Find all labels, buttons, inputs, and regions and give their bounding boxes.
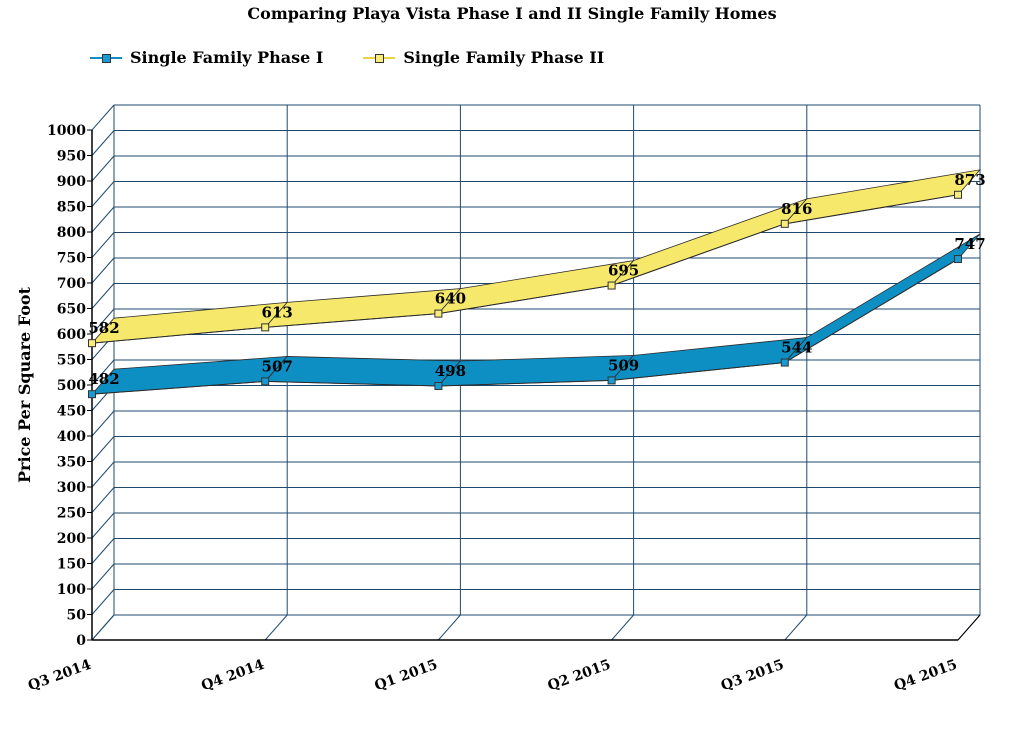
series-2-data-label: 816 xyxy=(781,200,812,218)
series-2-point xyxy=(607,281,616,290)
series-1-data-label: 507 xyxy=(262,357,293,375)
y-tick-label: 400 xyxy=(57,429,86,445)
y-tick-label: 300 xyxy=(57,480,86,496)
grid-line-floor xyxy=(264,614,288,641)
series-2-data-label: 640 xyxy=(435,290,466,308)
y-tick-label: 750 xyxy=(57,251,86,267)
y-tick-label: 950 xyxy=(57,149,86,165)
y-axis-title: Price Per Square Foot xyxy=(15,286,34,483)
series-1-ribbon-segment xyxy=(784,233,981,363)
y-tick-label: 100 xyxy=(57,582,86,598)
legend-item-phase-2: Single Family Phase II xyxy=(363,48,604,67)
series-1-ribbon-segment xyxy=(610,337,808,381)
legend-swatch-phase-1 xyxy=(90,53,122,63)
series-2-point xyxy=(780,219,789,228)
series-2-data-label: 695 xyxy=(608,262,639,280)
legend-label-phase-1: Single Family Phase I xyxy=(130,48,324,67)
grid-line-wall xyxy=(91,155,115,182)
grid-line-wall xyxy=(91,206,115,233)
y-tick-label: 200 xyxy=(57,531,86,547)
grid-line-floor xyxy=(91,614,115,641)
y-tick-label: 150 xyxy=(57,557,86,573)
grid-line-wall xyxy=(91,589,115,615)
series-1-data-label: 482 xyxy=(88,370,119,388)
x-tick-label: Q3 2015 xyxy=(719,657,786,695)
series-1-data-label: 544 xyxy=(781,339,812,357)
y-tick-label: 50 xyxy=(67,608,87,624)
x-tick-label: Q3 2014 xyxy=(26,657,94,695)
series-1-point xyxy=(434,382,443,391)
series-1-line xyxy=(91,258,959,395)
series-2-ribbon-segment xyxy=(783,169,982,225)
series-2-ribbon-segment xyxy=(264,288,462,328)
grid-line-wall xyxy=(91,308,115,335)
series-2-data-label: 582 xyxy=(88,319,119,337)
grid-line-wall xyxy=(91,257,115,284)
y-tick-label: 800 xyxy=(57,225,86,241)
series-1-data-label: 747 xyxy=(954,235,985,253)
series-1-data-label: 509 xyxy=(608,356,639,374)
series-1-point xyxy=(954,255,962,264)
legend: Single Family Phase I Single Family Phas… xyxy=(90,48,604,67)
series-1-ribbon-segment xyxy=(264,356,462,387)
x-tick-label: Q4 2015 xyxy=(892,657,959,695)
series-1-point xyxy=(607,376,616,385)
y-tick-label: 550 xyxy=(57,353,86,369)
series-2-line xyxy=(91,194,959,344)
series-1-point xyxy=(88,390,96,399)
y-tick-label: 250 xyxy=(57,506,86,522)
chart-title: Comparing Playa Vista Phase I and II Sin… xyxy=(247,4,777,23)
series-2-point xyxy=(261,323,270,332)
series-2-point xyxy=(954,190,962,199)
y-tick-label: 0 xyxy=(76,633,86,649)
y-tick-label: 600 xyxy=(57,327,86,343)
x-tick-label: Q2 2015 xyxy=(546,657,613,695)
x-tick-label: Q1 2015 xyxy=(372,657,439,695)
series-2-point xyxy=(434,309,443,318)
grid-line-floor xyxy=(611,614,634,641)
grid-line-wall xyxy=(91,538,115,564)
y-tick-label: 650 xyxy=(57,302,86,318)
series-1-ribbon-segment xyxy=(91,355,289,395)
series-2-data-label: 873 xyxy=(954,171,985,189)
y-tick-label: 900 xyxy=(57,174,86,190)
grid-line-wall xyxy=(91,181,115,207)
x-axis-end xyxy=(957,614,981,641)
grid-line-wall xyxy=(91,512,115,539)
grid-line-wall xyxy=(91,563,115,590)
series-1-data-label: 498 xyxy=(435,362,466,380)
y-tick-label: 350 xyxy=(57,455,86,471)
legend-label-phase-2: Single Family Phase II xyxy=(403,48,605,67)
grid-line-wall xyxy=(91,461,115,488)
y-tick-label: 700 xyxy=(57,276,86,292)
y-tick-label: 1000 xyxy=(47,123,86,139)
series-2-data-label: 613 xyxy=(262,303,293,321)
grid-line-wall xyxy=(91,232,115,258)
y-tick-label: 500 xyxy=(57,378,86,394)
grid-line-wall xyxy=(91,130,115,156)
grid-line-wall xyxy=(91,359,115,386)
series-1-point xyxy=(780,358,789,367)
series-2-ribbon-segment xyxy=(610,197,809,287)
grid-line-floor xyxy=(438,614,461,641)
y-tick-label: 850 xyxy=(57,200,86,216)
grid-line-wall xyxy=(91,283,115,309)
series-2-ribbon-segment xyxy=(91,301,289,344)
grid-line-floor xyxy=(784,614,808,641)
grid-line-wall xyxy=(91,104,115,131)
legend-item-phase-1: Single Family Phase I xyxy=(90,48,323,67)
y-tick-label: 450 xyxy=(57,404,86,420)
series-2-point xyxy=(88,339,96,348)
grid-line-wall xyxy=(91,487,115,513)
grid-line-wall xyxy=(91,436,115,462)
legend-swatch-phase-2 xyxy=(363,53,396,63)
x-tick-label: Q4 2014 xyxy=(199,657,267,695)
series-1-point xyxy=(261,377,270,386)
grid-line-wall xyxy=(91,410,115,437)
